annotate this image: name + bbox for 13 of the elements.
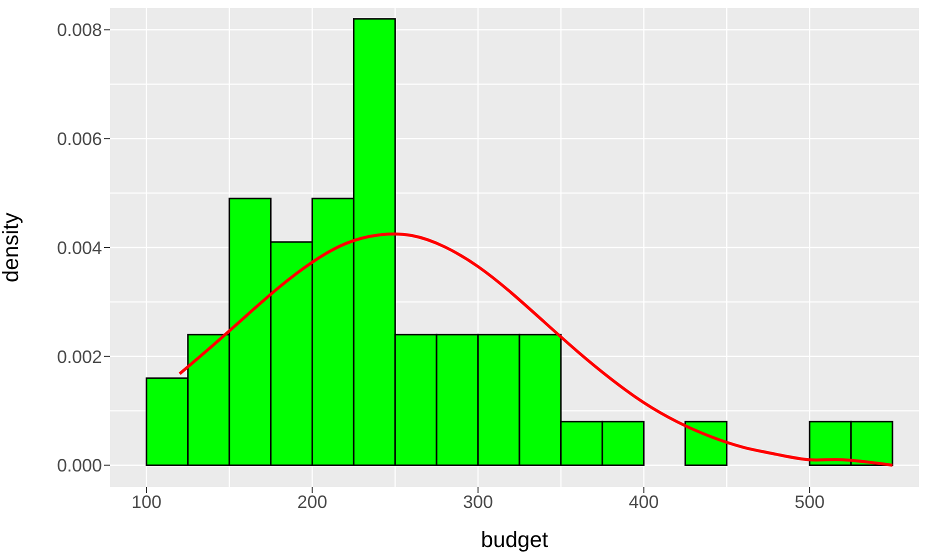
y-tick-label: 0.000 xyxy=(56,456,102,476)
x-tick-label: 500 xyxy=(794,492,825,512)
x-tick-label: 400 xyxy=(628,492,659,512)
y-tick-label: 0.004 xyxy=(56,238,102,258)
x-tick-label: 200 xyxy=(297,492,328,512)
y-tick-label: 0.006 xyxy=(56,129,102,150)
x-axis-title: budget xyxy=(480,527,548,552)
line-series xyxy=(178,232,894,467)
x-tick-label: 100 xyxy=(131,492,162,512)
y-tick-label: 0.002 xyxy=(56,346,102,367)
y-axis-title: density xyxy=(0,212,23,282)
x-tick-label: 300 xyxy=(463,492,494,512)
y-tick-label: 0.008 xyxy=(56,20,102,40)
